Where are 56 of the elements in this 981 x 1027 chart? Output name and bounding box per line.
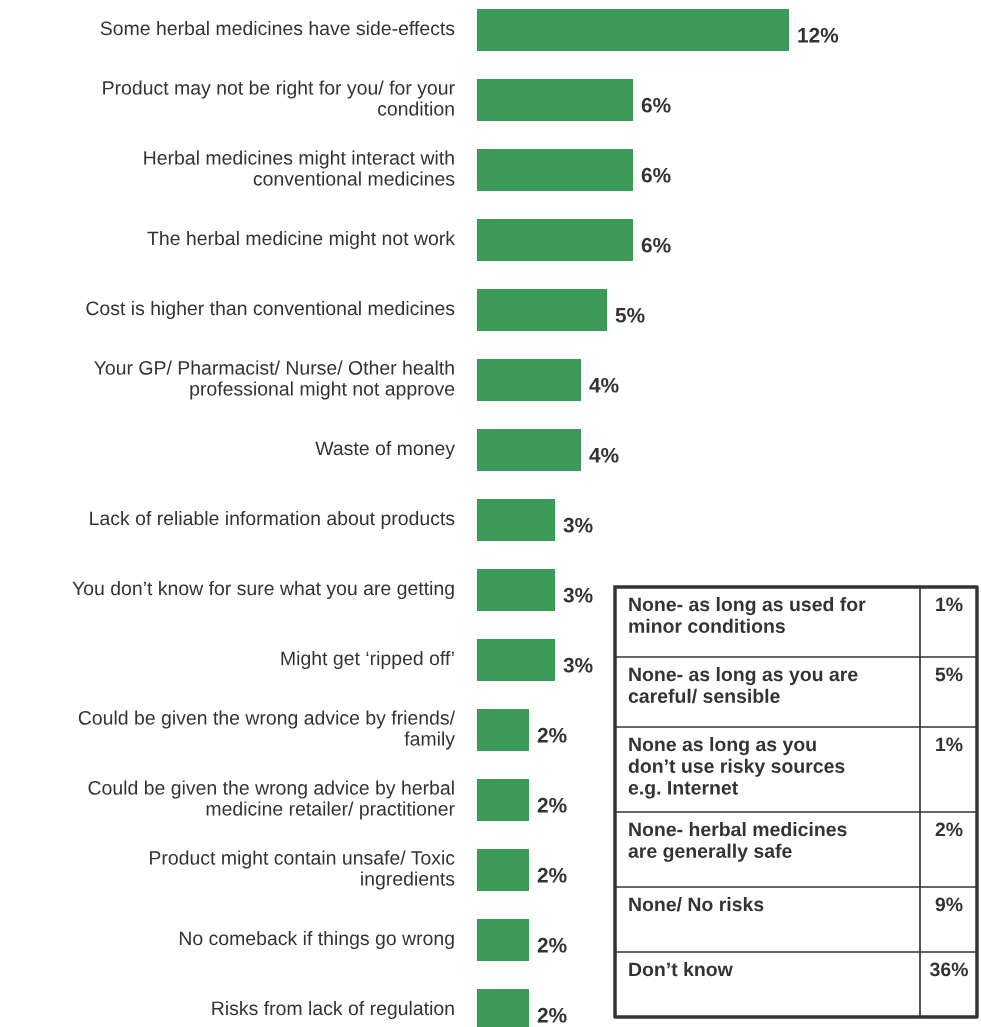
category-label: None as long as you don’t use risky sources e.g. Internet [628, 737, 845, 799]
text: 9% [935, 897, 963, 912]
y-tick-label: Product might contain unsafe/ Toxic ingredients [150, 850, 455, 890]
data-label: 6% [641, 97, 671, 113]
bar [477, 709, 529, 751]
data-label: 4% [589, 447, 619, 463]
bar [477, 429, 581, 471]
y-tick-label: Could be given the wrong advice by herbal medicine retailer/ practitioner [88, 780, 455, 820]
y-tick-label: Some herbal medicines have side-effects [100, 20, 455, 36]
data-label: 2% [537, 1007, 567, 1023]
category-label: None- as long as used for minor conditions [629, 597, 866, 634]
bar [477, 359, 581, 401]
bar [477, 219, 633, 261]
bar [477, 569, 555, 611]
bar [477, 499, 555, 541]
bar [477, 289, 607, 331]
text: 5% [935, 667, 963, 682]
data-label: 2% [537, 937, 567, 953]
y-tick-label: Risks from lack of regulation [212, 1000, 454, 1020]
bar [477, 9, 789, 51]
text: 2% [935, 822, 963, 837]
data-label: 5% [615, 307, 645, 323]
data-label: 3% [563, 587, 593, 603]
category-label: Don’t know [629, 962, 733, 977]
y-tick-label: Might get ‘ripped off’ [281, 650, 454, 670]
y-tick-label: Cost is higher than conventional medicines [86, 300, 455, 320]
bar [477, 149, 633, 191]
y-tick-label: Herbal medicines might interact with conventional medicines [144, 150, 455, 186]
data-label: 2% [537, 797, 567, 813]
data-label: 6% [641, 167, 671, 183]
text: 1% [936, 597, 963, 612]
category-label: None- herbal medicines are generally safe [628, 822, 847, 862]
text: 1% [936, 737, 963, 752]
y-tick-label: Your GP/ Pharmacist/ Nurse/ Other health professional might not approve [94, 360, 455, 400]
y-tick-label: Could be given the wrong advice by friends/ family [78, 710, 456, 750]
data-label: 6% [641, 237, 671, 253]
y-tick-label: The herbal medicine might not work [147, 230, 456, 250]
data-label: 2% [537, 727, 567, 743]
category-label: None- as long as you are careful/ sensible [628, 667, 858, 704]
data-label: 3% [563, 657, 593, 673]
bar [477, 79, 633, 121]
bar [477, 849, 529, 891]
category-label: None/ No risks [629, 897, 764, 912]
bar [477, 919, 529, 961]
bar [477, 639, 555, 681]
y-tick-label: Waste of money [315, 440, 455, 460]
y-tick-label: Lack of reliable information about products [90, 510, 455, 530]
text: 36% [929, 962, 968, 977]
bar [477, 779, 529, 821]
data-label: 12% [798, 27, 839, 43]
y-tick-label: You don’t know for sure what you are getting [72, 580, 454, 600]
data-label: 3% [563, 517, 593, 533]
y-tick-label: No comeback if things go wrong [179, 930, 454, 950]
data-label: 2% [537, 867, 567, 883]
y-tick-label: Product may not be right for you/ for your condition [103, 80, 455, 116]
data-label: 4% [589, 377, 619, 393]
